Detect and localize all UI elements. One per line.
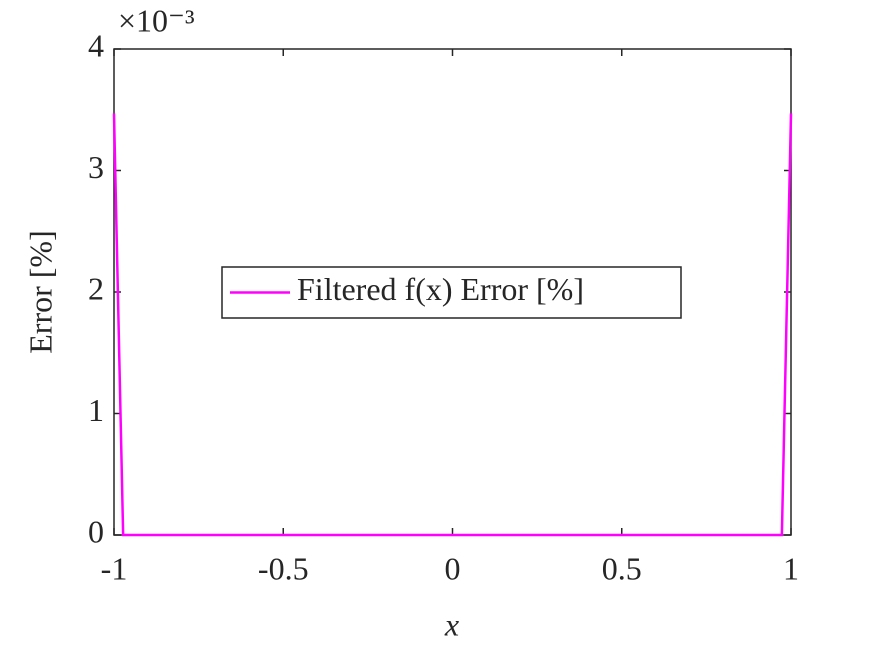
y-tick-label: 1 [88,392,104,428]
y-tick-label: 0 [88,513,104,549]
data-line [112,113,793,537]
x-axis-label: x [444,606,459,642]
legend-box [221,266,682,319]
x-tick-label: 0.5 [602,550,642,586]
x-tick-label: -0.5 [258,550,309,586]
x-tick-label: 1 [783,550,799,586]
y-axis-label: Error [%] [22,230,58,353]
x-tick-label: 0 [445,550,461,586]
y-exponent: ×10⁻³ [118,2,195,38]
y-tick-label: 2 [88,270,104,306]
y-tick-label: 4 [88,27,104,63]
legend-label: Filtered f(x) Error [%] [297,271,584,307]
x-tick-label: -1 [101,550,128,586]
y-tick-label: 3 [88,149,104,185]
